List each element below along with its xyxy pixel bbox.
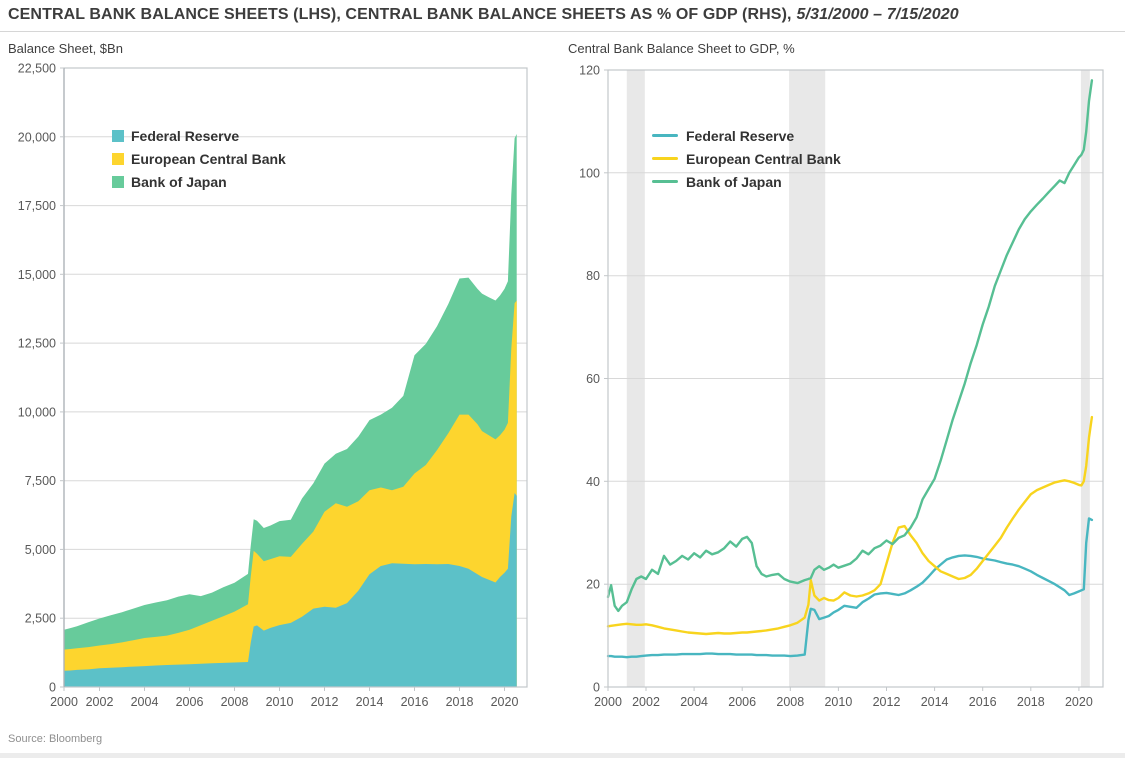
lhs-legend: Federal Reserve European Central Bank Bank… bbox=[112, 124, 286, 193]
x-tick-label: 2012 bbox=[311, 695, 339, 709]
line-series-european-central-bank bbox=[606, 415, 1094, 636]
y-tick-label: 80 bbox=[586, 269, 600, 283]
legend-label: Bank of Japan bbox=[131, 173, 227, 190]
page-title-text: CENTRAL BANK BALANCE SHEETS (LHS), CENTR… bbox=[8, 6, 792, 23]
y-tick-label: 5,000 bbox=[25, 543, 56, 557]
pct-gdp-chart-panel: Central Bank Balance Sheet to GDP, % 0 20… bbox=[560, 36, 1125, 742]
y-tick-label: 10,000 bbox=[18, 405, 56, 419]
y-tick-label: 7,500 bbox=[25, 474, 56, 488]
lhs-stacked-area-chart: 0 2,500 5,000 7,500 10,000 12,500 15,000 17,500… bbox=[18, 62, 528, 709]
legend-line-swatch bbox=[652, 179, 678, 184]
x-tick-label: 2018 bbox=[1017, 695, 1045, 709]
x-tick-label: 2018 bbox=[446, 695, 474, 709]
y-tick-label: 0 bbox=[593, 681, 600, 695]
rhs-chart-subtitle: Central Bank Balance Sheet to GDP, % bbox=[568, 41, 795, 56]
legend-square-swatch bbox=[112, 129, 124, 142]
page-title-date-range: 5/31/2000 – 7/15/2020 bbox=[796, 6, 959, 23]
legend-item-european-central-bank: European Central Bank bbox=[652, 147, 841, 170]
legend-square-swatch bbox=[112, 175, 124, 188]
x-tick-label: 2010 bbox=[824, 695, 852, 709]
x-tick-label: 2004 bbox=[131, 695, 159, 709]
legend-label: Federal Reserve bbox=[686, 127, 795, 144]
x-tick-label: 2008 bbox=[221, 695, 249, 709]
x-tick-label: 2006 bbox=[728, 695, 756, 709]
x-tick-label: 2008 bbox=[776, 695, 804, 709]
legend-item-federal-reserve: Federal Reserve bbox=[112, 124, 286, 147]
x-tick-label: 2020 bbox=[1065, 695, 1093, 709]
legend-item-european-central-bank: European Central Bank bbox=[112, 147, 286, 170]
x-tick-label: 2014 bbox=[921, 695, 949, 709]
legend-line-swatch bbox=[652, 156, 678, 161]
bottom-divider bbox=[0, 753, 1125, 758]
x-tick-label: 2020 bbox=[491, 695, 519, 709]
y-tick-label: 20 bbox=[586, 578, 600, 592]
rhs-legend: Federal Reserve European Central Bank Bank… bbox=[652, 124, 841, 193]
legend-label: Federal Reserve bbox=[131, 127, 240, 144]
legend-label: Bank of Japan bbox=[686, 173, 782, 190]
y-tick-label: 15,000 bbox=[18, 268, 56, 282]
x-tick-label: 2006 bbox=[176, 695, 204, 709]
legend-line-swatch bbox=[652, 133, 678, 138]
x-tick-label: 2012 bbox=[873, 695, 901, 709]
legend-label: European Central Bank bbox=[131, 150, 286, 167]
y-tick-label: 60 bbox=[586, 372, 600, 386]
page-title: CENTRAL BANK BALANCE SHEETS (LHS), CENTR… bbox=[8, 6, 959, 24]
legend-item-bank-of-japan: Bank of Japan bbox=[112, 170, 286, 193]
source-attribution: Source: Bloomberg bbox=[8, 733, 103, 745]
y-tick-label: 120 bbox=[579, 64, 600, 78]
page-header: CENTRAL BANK BALANCE SHEETS (LHS), CENTR… bbox=[0, 0, 1125, 32]
y-tick-label: 22,500 bbox=[18, 62, 56, 76]
line-series-bank-of-japan bbox=[606, 79, 1094, 613]
y-tick-label: 100 bbox=[579, 166, 600, 180]
y-tick-label: 20,000 bbox=[18, 130, 56, 144]
y-tick-label: 40 bbox=[586, 475, 600, 489]
y-tick-label: 12,500 bbox=[18, 337, 56, 351]
x-tick-label: 2000 bbox=[594, 695, 622, 709]
rhs-line-chart: 0 20 40 60 80 100 120 2000 2002 2004 2006 2008 2010 2… bbox=[579, 64, 1104, 709]
x-tick-label: 2002 bbox=[86, 695, 114, 709]
x-tick-label: 2000 bbox=[50, 695, 78, 709]
area-series-federal-reserve bbox=[64, 493, 517, 687]
y-tick-label: 0 bbox=[49, 681, 56, 695]
legend-square-swatch bbox=[112, 152, 124, 165]
legend-item-bank-of-japan: Bank of Japan bbox=[652, 170, 841, 193]
legend-label: European Central Bank bbox=[686, 150, 841, 167]
legend-item-federal-reserve: Federal Reserve bbox=[652, 124, 841, 147]
y-tick-label: 17,500 bbox=[18, 199, 56, 213]
y-tick-label: 2,500 bbox=[25, 612, 56, 626]
x-tick-label: 2010 bbox=[266, 695, 294, 709]
x-tick-label: 2016 bbox=[969, 695, 997, 709]
x-tick-label: 2004 bbox=[680, 695, 708, 709]
x-tick-label: 2002 bbox=[632, 695, 660, 709]
line-series-federal-reserve bbox=[606, 517, 1094, 659]
lhs-chart-subtitle: Balance Sheet, $Bn bbox=[8, 41, 123, 56]
x-tick-label: 2016 bbox=[401, 695, 429, 709]
x-tick-label: 2014 bbox=[356, 695, 384, 709]
balance-sheet-chart-panel: Balance Sheet, $Bn 0 2,500 5,000 7,500 10,00… bbox=[0, 36, 548, 742]
